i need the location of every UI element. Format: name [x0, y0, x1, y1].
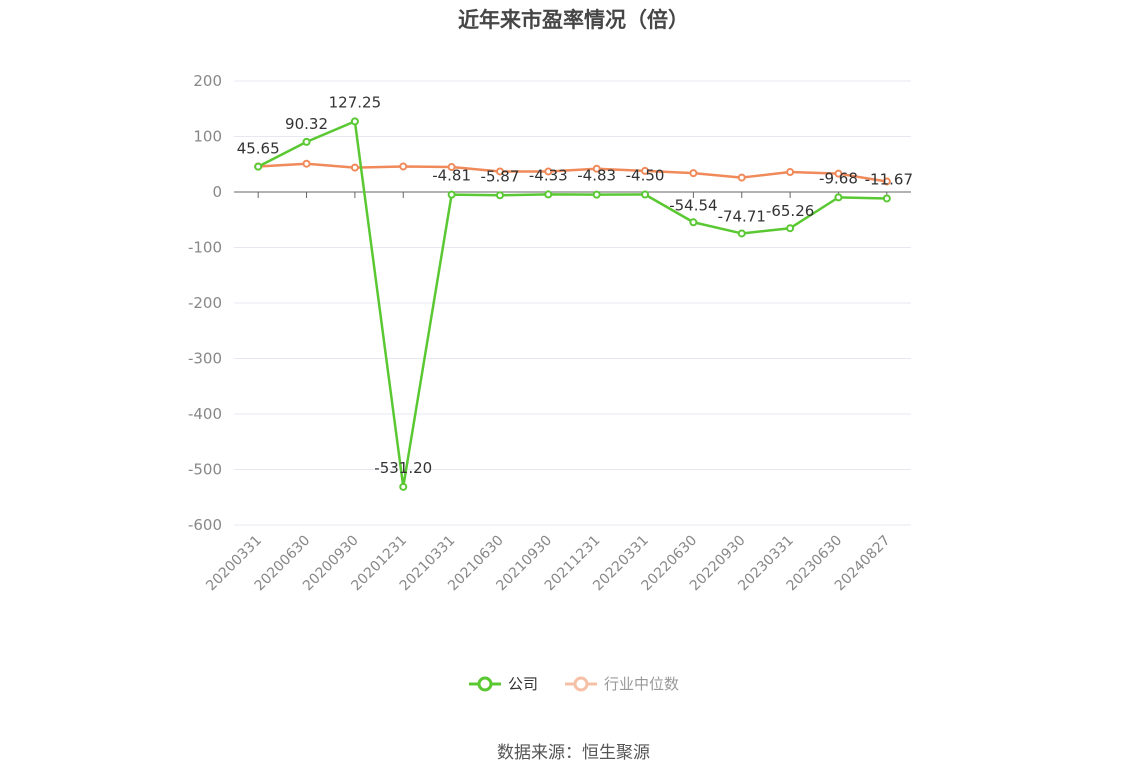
y-tick-label: -600: [188, 516, 222, 534]
company-data-label: 45.65: [237, 140, 280, 158]
industry-data-point: [641, 166, 650, 175]
y-tick-label: -200: [188, 294, 222, 312]
y-tick-label: 100: [193, 128, 222, 146]
company-data-point: [447, 190, 456, 199]
industry-data-point: [544, 167, 553, 176]
industry-data-point: [495, 167, 504, 176]
industry-data-point: [302, 159, 311, 168]
company-data-label: -4.81: [432, 167, 471, 185]
source-note: 数据来源：恒生聚源: [497, 743, 650, 763]
industry-data-point: [786, 168, 795, 177]
company-data-label: -54.54: [669, 196, 717, 214]
company-data-label: -4.33: [529, 166, 568, 184]
industry-data-point: [737, 173, 746, 182]
industry-data-point: [834, 169, 843, 178]
legend: 公司 行业中位数: [0, 673, 1147, 694]
y-tick-label: -500: [188, 461, 222, 479]
company-data-point: [737, 229, 746, 238]
industry-series-line: [258, 162, 888, 183]
company-data-point: [834, 193, 843, 202]
industry-data-point: [689, 169, 698, 178]
company-data-label: -4.83: [577, 167, 616, 185]
y-tick-label: 0: [212, 183, 222, 201]
y-tick-label: -400: [188, 405, 222, 423]
company-data-label: -65.26: [766, 202, 814, 220]
industry-data-point: [350, 163, 359, 172]
legend-label-industry: 行业中位数: [604, 675, 680, 693]
company-data-point: [786, 224, 795, 233]
company-data-label: -4.50: [626, 166, 665, 184]
industry-data-point: [592, 164, 601, 173]
legend-item-company[interactable]: 公司: [468, 673, 538, 694]
company-data-point: [495, 191, 504, 200]
company-data-point: [399, 482, 408, 491]
company-data-label: -5.87: [481, 167, 520, 185]
industry-data-point: [447, 163, 456, 172]
company-data-label: 127.25: [329, 93, 382, 111]
legend-item-industry[interactable]: 行业中位数: [564, 673, 679, 694]
y-tick-label: -100: [188, 239, 222, 257]
company-data-label: -9.68: [819, 169, 858, 187]
company-data-label: -11.67: [865, 170, 913, 188]
company-data-point: [641, 190, 650, 199]
y-tick-label: 200: [193, 72, 222, 90]
line-chart: 2001000-100-200-300-400-500-600202003312…: [188, 72, 913, 594]
company-data-point: [302, 137, 311, 146]
industry-data-point: [882, 177, 891, 186]
legend-label-company: 公司: [507, 675, 538, 693]
company-data-point: [350, 117, 359, 126]
legend-industry-line-icon: [565, 676, 597, 691]
company-data-point: [592, 190, 601, 199]
company-data-point: [882, 194, 891, 203]
company-data-point: [254, 162, 263, 171]
y-tick-label: -300: [188, 350, 222, 368]
chart-title: 近年来市盈率情况（倍）: [458, 8, 689, 32]
company-data-label: -531.20: [374, 459, 432, 477]
company-data-point: [689, 218, 698, 227]
industry-data-point: [399, 162, 408, 171]
company-data-label: -74.71: [718, 207, 766, 225]
company-data-label: 90.32: [285, 115, 328, 133]
legend-company-line-icon: [468, 676, 501, 691]
company-data-point: [544, 190, 553, 199]
company-series-line: [257, 120, 887, 489]
